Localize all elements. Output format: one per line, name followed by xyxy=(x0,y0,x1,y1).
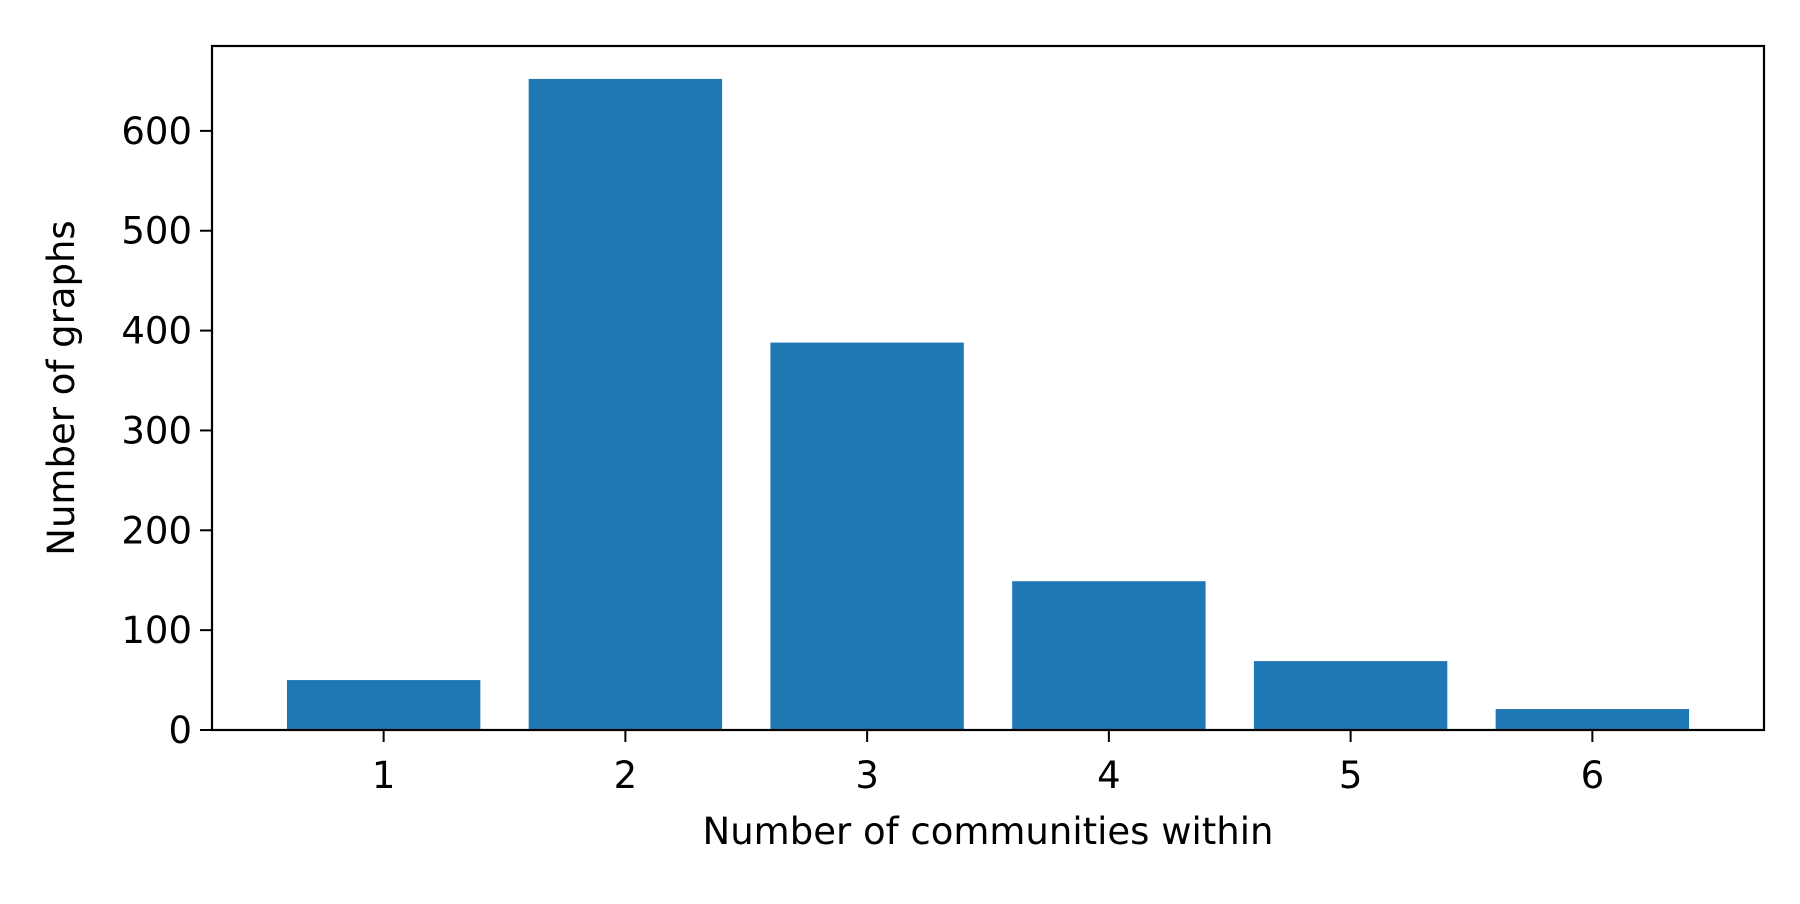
y-tick-label: 400 xyxy=(121,310,192,353)
x-axis-ticks: 1 2 3 4 5 6 xyxy=(372,730,1604,797)
bar-2 xyxy=(528,78,723,730)
y-tick-label: 500 xyxy=(121,210,192,253)
plot-frame xyxy=(210,44,1766,732)
y-axis-ticks: 0 100 200 300 400 500 600 xyxy=(121,110,212,752)
y-tick-label: 600 xyxy=(121,110,192,153)
x-tick-label: 4 xyxy=(1097,754,1121,797)
bar-5 xyxy=(1253,661,1448,730)
x-tick-label: 3 xyxy=(855,754,879,797)
x-tick-label: 5 xyxy=(1339,754,1363,797)
y-axis-label: Number of graphs xyxy=(40,220,83,555)
y-tick-label: 0 xyxy=(168,709,192,752)
x-axis-label: Number of communities within xyxy=(703,810,1274,853)
bars-group xyxy=(286,78,1690,730)
bar-4 xyxy=(1012,581,1206,730)
y-tick-label: 200 xyxy=(121,509,192,552)
x-tick-label: 6 xyxy=(1581,754,1605,797)
bar-1 xyxy=(286,680,481,730)
y-tick-label: 300 xyxy=(121,409,192,452)
bar-3 xyxy=(770,342,964,730)
x-tick-label: 1 xyxy=(372,754,396,797)
y-tick-label: 100 xyxy=(121,609,192,652)
x-tick-label: 2 xyxy=(614,754,638,797)
bar-6 xyxy=(1495,709,1690,730)
